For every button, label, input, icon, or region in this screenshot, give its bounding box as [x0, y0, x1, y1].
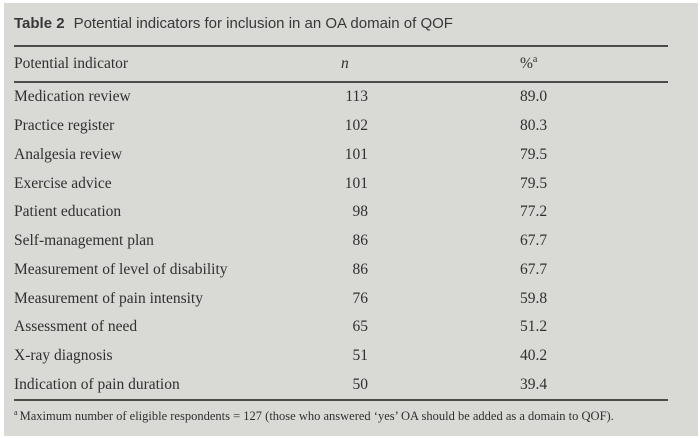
cell-indicator: Indication of pain duration: [14, 375, 180, 393]
table-row: Measurement of pain intensity 76 59.8: [4, 284, 698, 313]
cell-n: 65: [352, 318, 369, 336]
cell-n: 51: [352, 346, 369, 364]
rule-below-header: [14, 81, 668, 83]
table-row: Assessment of need 65 51.2: [4, 313, 698, 342]
cell-n: 86: [352, 232, 369, 250]
cell-pct: 67.7: [520, 232, 548, 250]
cell-indicator: Measurement of pain intensity: [14, 289, 203, 307]
cell-n: 86: [352, 260, 369, 278]
rule-bottom: [14, 399, 668, 401]
cell-indicator: Practice register: [14, 117, 115, 135]
table-header-row: Potential indicator n %a: [4, 47, 698, 81]
cell-n: 101: [344, 145, 368, 163]
cell-indicator: Assessment of need: [14, 318, 138, 336]
cell-pct: 67.7: [520, 260, 548, 278]
cell-pct: 79.5: [520, 174, 548, 192]
cell-pct: 59.8: [520, 289, 548, 307]
table-row: X-ray diagnosis 51 40.2: [4, 342, 698, 371]
column-header-pct-superscript: a: [532, 53, 538, 65]
cell-indicator: Self-management plan: [14, 232, 154, 250]
table-row: Patient education 98 77.2: [4, 198, 698, 227]
rule-top: [14, 45, 668, 47]
cell-n: 113: [345, 88, 368, 106]
table-row: Practice register 102 80.3: [4, 112, 698, 141]
cell-pct: 77.2: [520, 203, 548, 221]
table-row: Medication review 113 89.0: [4, 83, 698, 112]
cell-indicator: Measurement of level of disability: [14, 260, 228, 278]
cell-pct: 89.0: [520, 88, 548, 106]
cell-pct: 80.3: [520, 117, 548, 135]
cell-n: 102: [344, 117, 368, 135]
cell-n: 101: [344, 174, 368, 192]
column-header-pct-symbol: %: [520, 55, 533, 72]
cell-n: 98: [352, 203, 369, 221]
column-header-indicator: Potential indicator: [14, 55, 129, 72]
footnote-text: Maximum number of eligible respondents =…: [19, 409, 614, 423]
cell-n: 76: [352, 289, 369, 307]
table-panel: Table 2 Potential indicators for inclusio…: [4, 3, 698, 436]
table-caption: Table 2 Potential indicators for inclusio…: [14, 15, 453, 32]
footnote: a Maximum number of eligible respondents …: [14, 407, 686, 424]
table-row: Exercise advice 101 79.5: [4, 169, 698, 198]
footnote-marker: a: [14, 407, 18, 417]
cell-indicator: Exercise advice: [14, 174, 112, 192]
table-title: Potential indicators for inclusion in an…: [73, 15, 453, 32]
table-row: Indication of pain duration 50 39.4: [4, 370, 698, 399]
cell-indicator: Medication review: [14, 88, 131, 106]
table-row: Self-management plan 86 67.7: [4, 227, 698, 256]
cell-indicator: Analgesia review: [14, 145, 123, 163]
cell-pct: 39.4: [520, 375, 548, 393]
cell-indicator: X-ray diagnosis: [14, 346, 113, 364]
cell-pct: 79.5: [520, 145, 548, 163]
cell-pct: 51.2: [520, 318, 548, 336]
column-header-pct: %a: [520, 53, 538, 73]
table-body: Medication review 113 89.0 Practice regi…: [4, 83, 698, 399]
cell-pct: 40.2: [520, 346, 548, 364]
table-row: Measurement of level of disability 86 67…: [4, 255, 698, 284]
table-row: Analgesia review 101 79.5: [4, 140, 698, 169]
cell-indicator: Patient education: [14, 203, 122, 221]
column-header-n: n: [341, 55, 349, 72]
table-number-label: Table 2: [14, 15, 65, 32]
cell-n: 50: [352, 375, 369, 393]
